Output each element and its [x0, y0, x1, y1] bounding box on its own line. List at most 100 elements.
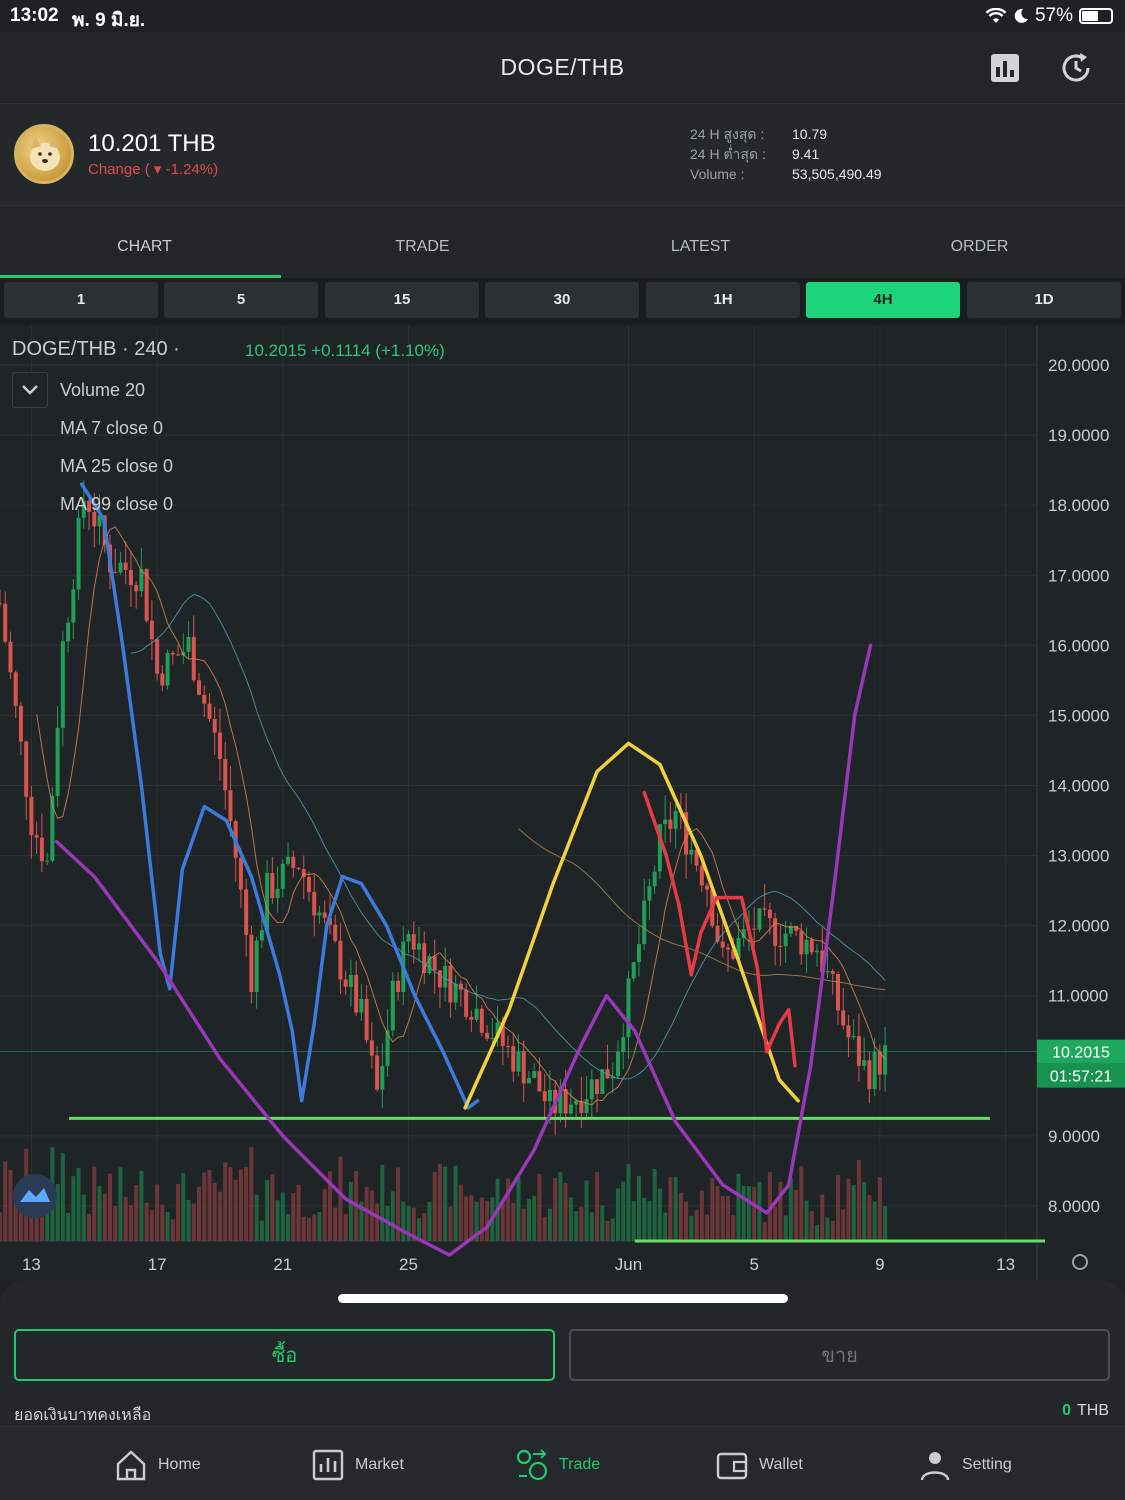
volume-bar: [631, 1201, 636, 1241]
volume-bar: [699, 1190, 704, 1241]
volume-bar: [479, 1197, 484, 1241]
volume-bar: [233, 1179, 238, 1241]
candle-body: [600, 1069, 605, 1094]
settings-gear-icon: [1072, 1254, 1088, 1270]
candle-body: [149, 620, 154, 640]
candle-body: [872, 1051, 877, 1090]
volume-bar: [600, 1205, 605, 1241]
candle-body: [422, 943, 427, 973]
chart-bar-icon[interactable]: [985, 48, 1025, 88]
tab-bar-home[interactable]: Home: [114, 1445, 201, 1485]
indicator-ma7[interactable]: MA 7 close 0: [60, 418, 164, 438]
sheet-grab-handle[interactable]: [338, 1294, 788, 1303]
candle-body: [589, 1079, 594, 1100]
volume-bar: [275, 1200, 280, 1241]
candle-body: [621, 1037, 626, 1052]
candle-body: [851, 1036, 856, 1038]
battery-fill: [1082, 11, 1098, 21]
tab-trade[interactable]: TRADE: [395, 238, 450, 255]
tab-bar-trade[interactable]: Trade: [515, 1445, 600, 1485]
volume-bar: [432, 1171, 437, 1241]
candle-body: [668, 819, 673, 829]
tab-bar-market[interactable]: Market: [311, 1445, 404, 1485]
candle-body: [123, 562, 128, 570]
candle-body: [202, 694, 207, 704]
y-tick-label: 12.0000: [1048, 917, 1109, 936]
candle-body: [684, 812, 689, 855]
interval-4h[interactable]: 4H: [806, 282, 960, 318]
refresh-clock-icon[interactable]: [1056, 48, 1096, 88]
candle-body: [34, 835, 39, 838]
volume-bar: [202, 1172, 207, 1241]
chart-canvas[interactable]: 20.0000 19.0000 18.0000 17.0000 16.0000 15.00…: [0, 326, 1125, 1280]
interval-15[interactable]: 15: [325, 282, 479, 318]
candle-body: [883, 1045, 888, 1075]
volume-bar: [736, 1173, 741, 1241]
volume-bar: [76, 1168, 81, 1241]
candle-body: [385, 1030, 390, 1066]
volume-bar: [317, 1211, 322, 1241]
candle-body: [820, 950, 825, 973]
volume-bar: [506, 1178, 511, 1241]
interval-30[interactable]: 30: [485, 282, 639, 318]
volume-bar: [469, 1195, 474, 1241]
volume-bar: [830, 1220, 835, 1241]
volume-bar: [689, 1215, 694, 1241]
indicator-volume[interactable]: Volume 20: [60, 380, 146, 400]
volume-bar: [416, 1218, 421, 1241]
volume-bar: [29, 1199, 34, 1241]
x-tick-label: 5: [749, 1255, 758, 1274]
volume-bar: [652, 1168, 657, 1241]
interval-5[interactable]: 5: [164, 282, 318, 318]
volume-bar: [265, 1180, 270, 1241]
y-tick-label: 14.0000: [1048, 776, 1109, 795]
candle-body: [479, 1008, 484, 1033]
volume-bar: [841, 1209, 846, 1241]
candle-body: [568, 1104, 573, 1114]
indicator-ma25[interactable]: MA 25 close 0: [60, 456, 174, 476]
x-tick-label: 13: [22, 1255, 41, 1274]
volume-bar: [254, 1194, 259, 1241]
candle-body: [584, 1099, 589, 1113]
volume-bar: [804, 1200, 809, 1241]
interval-1[interactable]: 1: [4, 282, 158, 318]
doge-face-icon: [30, 137, 60, 171]
user-icon: [920, 1452, 950, 1481]
candle-body: [71, 589, 76, 623]
candle-body: [862, 1060, 867, 1066]
price-chart[interactable]: 20.0000 19.0000 18.0000 17.0000 16.0000 15.00…: [0, 326, 1125, 1280]
tab-bar-setting[interactable]: Setting: [918, 1445, 1012, 1485]
candle-body: [24, 741, 29, 797]
collapse-indicators-button[interactable]: [12, 372, 48, 408]
volume-bar: [92, 1166, 97, 1241]
volume-bar: [238, 1169, 243, 1241]
tab-order[interactable]: ORDER: [950, 238, 1009, 255]
buy-button[interactable]: ซื้อ: [14, 1329, 555, 1381]
volume-bar: [574, 1211, 579, 1241]
y-tick-label: 13.0000: [1048, 847, 1109, 866]
volume-bar: [181, 1173, 186, 1241]
indicator-ma99[interactable]: MA 99 close 0: [60, 494, 174, 514]
candle-body: [275, 888, 280, 899]
volume-bar: [746, 1186, 751, 1241]
volume-bar: [877, 1177, 882, 1241]
tab-chart[interactable]: CHART: [117, 238, 172, 255]
candle-body: [8, 641, 13, 673]
volume-bar: [286, 1213, 291, 1241]
volume-bar: [621, 1181, 626, 1241]
volume-bar: [307, 1217, 312, 1241]
volume-bar: [97, 1186, 102, 1241]
tab-bar-wallet[interactable]: Wallet: [715, 1445, 803, 1485]
candle-body: [616, 1051, 621, 1077]
volume-bar: [715, 1186, 720, 1241]
sell-button[interactable]: ขาย: [569, 1329, 1110, 1381]
ticker-stats: 24 H สูงสุด : 10.79 24 H ต่ำสุด : 9.41 Vol…: [690, 124, 882, 184]
candle-body: [841, 1010, 846, 1026]
interval-1d[interactable]: 1D: [967, 282, 1121, 318]
candle-body: [50, 795, 55, 861]
candle-body: [474, 1008, 479, 1020]
candle-body: [563, 1089, 568, 1114]
candle-body: [416, 943, 421, 950]
interval-1h[interactable]: 1H: [646, 282, 800, 318]
tab-latest[interactable]: LATEST: [670, 238, 731, 255]
